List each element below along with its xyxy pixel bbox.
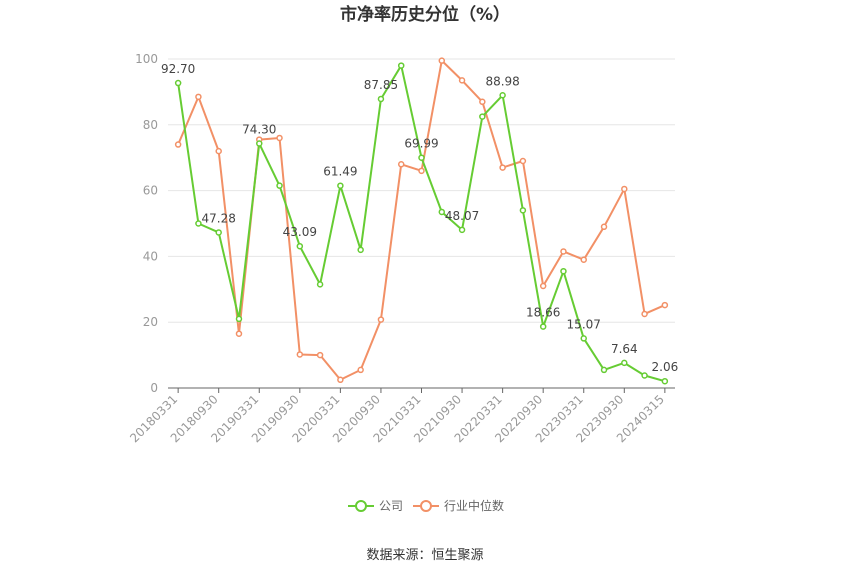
point-company xyxy=(397,62,405,69)
point-company xyxy=(560,267,567,275)
point-company xyxy=(438,208,446,216)
x-axis: 2018033120180930201903312019093020200331… xyxy=(127,387,675,445)
point-industry-median xyxy=(641,310,648,318)
point-industry-median xyxy=(316,351,324,359)
point-industry-median xyxy=(479,98,486,106)
gridlines xyxy=(168,58,675,323)
point-industry-median xyxy=(600,223,608,231)
data-label-company: 69.99 xyxy=(404,137,438,151)
point-industry-median xyxy=(296,351,304,358)
point-company xyxy=(337,182,344,189)
legend-marker-company xyxy=(355,500,367,512)
data-labels: 92.70 47.28 74.30 43.09 61.49 87.85 69.99 48.07… xyxy=(161,62,678,374)
point-company xyxy=(195,220,202,227)
y-tick-label: 60 xyxy=(143,184,158,198)
point-company xyxy=(621,359,628,367)
y-tick-label: 100 xyxy=(135,52,158,66)
point-company xyxy=(377,95,385,103)
chart-title: 市净率历史分位（%） xyxy=(340,4,510,25)
point-industry-median xyxy=(337,376,344,384)
data-label-company: 18.66 xyxy=(526,306,560,320)
data-label-company: 48.07 xyxy=(445,209,479,223)
point-company xyxy=(600,366,608,374)
point-company xyxy=(418,154,425,161)
legend-label-company: 公司 xyxy=(379,499,403,513)
point-company xyxy=(458,226,466,234)
y-tick-label: 0 xyxy=(150,381,158,395)
point-company xyxy=(357,246,364,254)
point-company xyxy=(519,207,527,214)
point-industry-median xyxy=(397,161,405,168)
data-label-company: 92.70 xyxy=(161,62,195,76)
source-text: 数据来源：恒生聚源 xyxy=(366,548,483,563)
point-company xyxy=(235,315,243,323)
y-axis: 0 20 40 60 80 100 xyxy=(135,52,158,395)
point-industry-median xyxy=(235,330,243,337)
point-industry-median xyxy=(174,141,182,148)
point-company xyxy=(580,335,587,342)
point-industry-median xyxy=(215,147,222,155)
y-tick-label: 20 xyxy=(143,315,158,329)
data-label-company: 2.06 xyxy=(652,360,679,374)
point-company xyxy=(316,281,324,288)
point-industry-median xyxy=(621,185,628,193)
point-company xyxy=(174,79,182,87)
point-company xyxy=(276,182,283,189)
point-industry-median xyxy=(458,77,466,84)
point-industry-median xyxy=(519,157,527,165)
point-industry-median xyxy=(499,164,506,171)
point-company xyxy=(641,372,648,379)
point-industry-median xyxy=(560,248,567,255)
point-industry-median xyxy=(377,316,385,323)
y-tick-label: 80 xyxy=(143,118,158,132)
point-industry-median xyxy=(580,256,587,263)
data-label-company: 74.30 xyxy=(242,123,276,137)
y-tick-label: 40 xyxy=(143,249,158,263)
data-label-company: 88.98 xyxy=(485,74,519,88)
point-industry-median xyxy=(438,57,446,64)
point-company xyxy=(539,323,547,330)
series-layer xyxy=(174,57,669,385)
data-label-company: 7.64 xyxy=(611,342,638,356)
point-industry-median xyxy=(661,301,669,309)
point-industry-median xyxy=(539,282,547,290)
legend-marker-industry-median xyxy=(420,500,432,512)
point-company xyxy=(296,242,304,250)
point-company xyxy=(661,377,669,385)
point-industry-median xyxy=(357,366,364,374)
data-label-company: 15.07 xyxy=(567,317,601,331)
legend-item-industry-median[interactable]: 行业中位数 xyxy=(413,498,504,513)
data-label-company: 47.28 xyxy=(202,211,236,225)
point-company xyxy=(499,92,506,99)
legend-label-industry-median: 行业中位数 xyxy=(444,498,504,513)
point-company xyxy=(479,113,486,120)
point-industry-median xyxy=(195,93,202,101)
data-label-company: 43.09 xyxy=(283,225,317,239)
data-label-company: 87.85 xyxy=(364,78,398,92)
legend-item-company[interactable]: 公司 xyxy=(348,499,403,513)
point-industry-median xyxy=(276,134,283,142)
data-label-company: 61.49 xyxy=(323,165,357,179)
point-company xyxy=(215,229,222,236)
point-industry-median xyxy=(418,167,425,175)
point-company xyxy=(256,140,263,147)
legend: 公司 行业中位数 xyxy=(348,498,504,513)
